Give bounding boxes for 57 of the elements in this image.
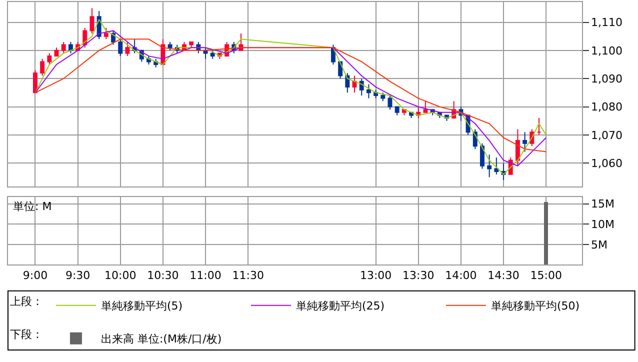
candlestick [487,154,492,178]
candlestick [125,41,130,57]
x-tick-label: 13:00 [360,268,392,282]
x-tick-label: 13:30 [402,268,434,282]
candlestick [40,58,45,76]
candlestick [54,47,59,57]
line-series [34,38,547,152]
x-tick-label: 10:30 [147,268,179,282]
candlestick [168,41,172,51]
y-tick-label: 10M [591,218,615,231]
candlestick [210,50,215,60]
x-tick-label: 14:30 [488,268,520,282]
x-tick-label: 9:30 [65,268,90,282]
candlestick [394,106,400,116]
candlestick [47,52,52,66]
candlestick [359,78,364,96]
candlestick [61,41,66,54]
y-tick-label: 1,100 [591,44,623,58]
legend-label: 単純移動平均(25) [296,300,385,313]
candlestick [494,156,499,175]
candlestick [522,132,528,152]
candlestick [338,61,343,80]
candlestick [515,128,520,166]
candlestick [380,92,386,102]
y-tick-label: 1,090 [591,72,623,86]
candlestick [203,47,208,60]
x-tick-label: 11:30 [232,268,264,282]
x-tick-label: 14:00 [445,268,477,282]
y-tick-label: 15M [591,198,615,211]
candlestick [374,89,378,99]
x-tick-label: 15:00 [530,268,562,282]
y-tick-label: 1,070 [591,128,623,142]
candlestick [68,41,73,54]
legend-label: 出来高 単位:(M株/口/枚) [100,332,222,346]
candlestick [104,27,108,40]
candlestick [536,118,542,136]
y-tick-label: 1,060 [591,156,623,170]
candlestick [480,142,484,170]
x-tick-label: 11:00 [190,268,222,282]
x-tick-label: 10:00 [104,268,136,282]
legend-label: 単純移動平均(50) [490,300,580,313]
legend-title: 上段： [10,295,43,308]
candlestick [189,41,194,48]
candlestick [388,94,392,110]
y-tick-label: 1,110 [591,16,623,30]
candlestick [352,75,357,94]
candlestick [32,70,38,94]
legend-label: 単純移動平均(5) [100,300,183,313]
legend-title: 下段： [10,328,43,342]
candlestick [90,8,94,34]
x-tick-label: 9:00 [22,268,48,282]
candlestick [366,84,371,99]
annotation: 単位: M [13,200,52,213]
candlestick [423,100,428,113]
y-tick-label: 5M [591,238,608,252]
candlestick [118,38,123,57]
y-tick-label: 1,080 [591,100,623,114]
